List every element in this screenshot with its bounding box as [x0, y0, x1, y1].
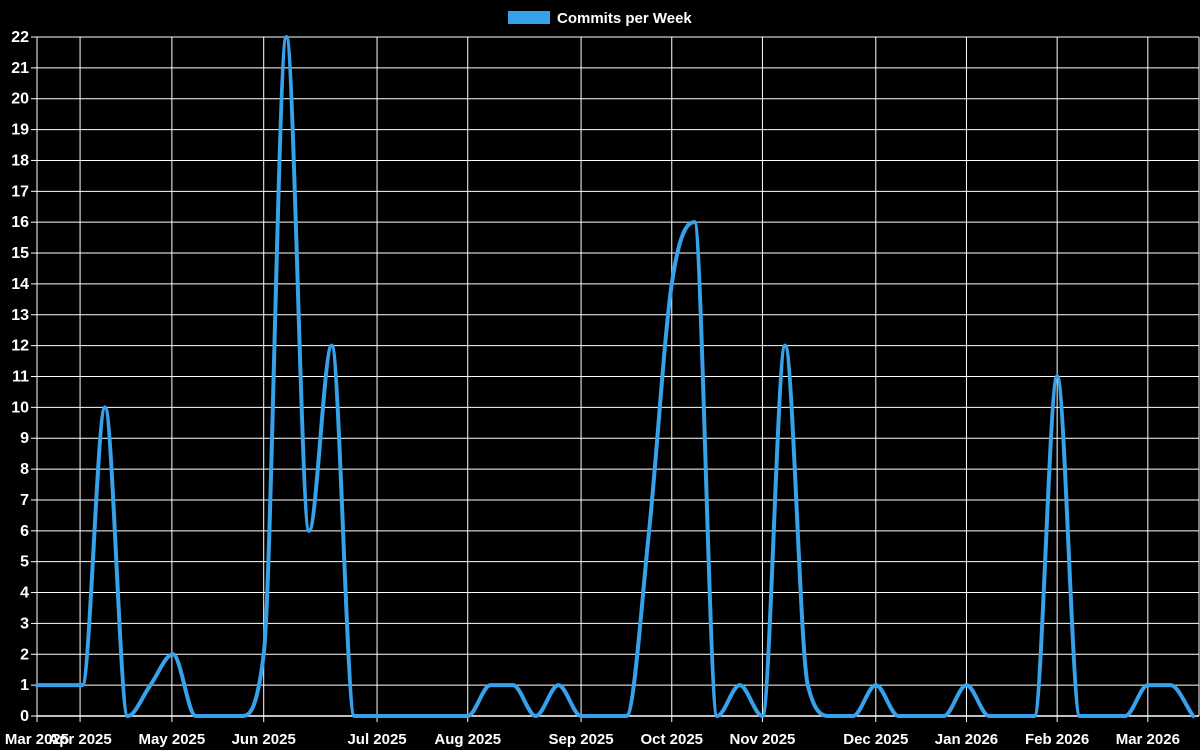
x-tick-label: May 2025	[139, 731, 206, 748]
y-tick-label: 5	[20, 554, 29, 571]
axis-layer	[31, 36, 1199, 722]
y-tick-label: 8	[20, 461, 29, 478]
x-tick-label: Jul 2025	[347, 731, 406, 748]
y-tick-label: 20	[11, 91, 29, 108]
y-tick-label: 10	[11, 399, 29, 416]
y-tick-label: 22	[11, 29, 29, 46]
y-tick-label: 11	[12, 369, 29, 386]
y-tick-label: 6	[20, 523, 29, 540]
y-tick-label: 2	[20, 646, 29, 663]
legend-swatch	[508, 11, 550, 24]
y-tick-label: 9	[20, 430, 29, 447]
x-tick-label: Feb 2026	[1025, 731, 1089, 748]
y-tick-label: 13	[11, 307, 29, 324]
y-tick-label: 3	[20, 615, 29, 632]
x-tick-label: Oct 2025	[640, 731, 703, 748]
y-tick-label: 16	[11, 214, 29, 231]
x-tick-label: Apr 2025	[48, 731, 111, 748]
legend[interactable]: Commits per Week	[508, 10, 692, 27]
x-tick-label: Sep 2025	[549, 731, 614, 748]
y-tick-label: 4	[20, 585, 29, 602]
y-tick-label: 18	[11, 152, 29, 169]
x-tick-label: Nov 2025	[730, 731, 796, 748]
y-tick-label: 1	[20, 677, 29, 694]
x-tick-label: Aug 2025	[434, 731, 501, 748]
y-tick-label: 15	[11, 245, 29, 262]
y-tick-label: 0	[20, 708, 29, 725]
y-tick-label: 19	[11, 122, 29, 139]
x-tick-label: Mar 2025	[5, 731, 69, 748]
y-tick-label: 7	[20, 492, 29, 509]
y-tick-label: 14	[11, 276, 29, 293]
axis-labels: 012345678910111213141516171819202122Mar …	[5, 29, 1180, 748]
x-tick-label: Jan 2026	[935, 731, 998, 748]
y-tick-label: 12	[11, 338, 29, 355]
grid-layer	[36, 36, 1200, 717]
commits-line-series[interactable]	[35, 35, 1196, 718]
legend-label: Commits per Week	[557, 10, 692, 27]
x-tick-label: Dec 2025	[843, 731, 908, 748]
x-tick-label: Jun 2025	[232, 731, 296, 748]
x-tick-label: Mar 2026	[1116, 731, 1180, 748]
y-tick-label: 21	[11, 60, 29, 77]
y-tick-label: 17	[11, 183, 29, 200]
